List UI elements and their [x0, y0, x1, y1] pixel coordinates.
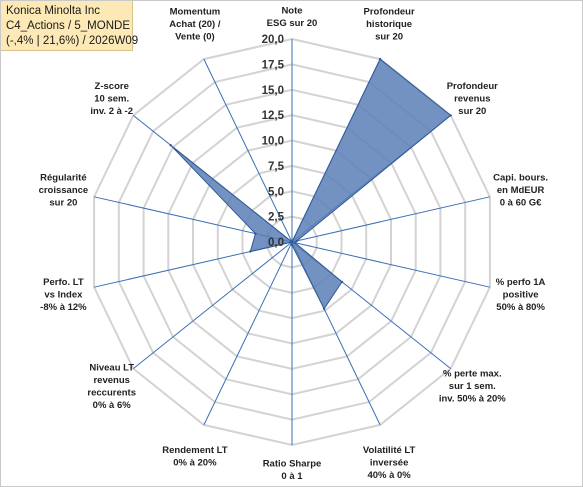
- axis-label: Profondeur revenus sur 20: [447, 81, 498, 117]
- axis-label-line: vs Index: [44, 289, 83, 300]
- axis-spoke: [132, 241, 293, 369]
- data-point: [449, 114, 452, 117]
- title-line-2: C4_Actions / 5_MONDE: [6, 20, 130, 32]
- series-area: [170, 58, 452, 310]
- axis-label-line: Régularité: [40, 173, 86, 184]
- axis-label-line: revenus: [93, 375, 129, 386]
- axis-label-line: inversée: [370, 458, 409, 469]
- axis-spoke: [291, 196, 491, 243]
- axis-label-line: 0% à 20%: [173, 458, 217, 469]
- axis-label-line: sur 1 sem.: [449, 381, 496, 392]
- axis-label: Momentum Achat (20) / Vente (0): [169, 7, 221, 43]
- axis-label-line: reccurents: [87, 387, 136, 398]
- axis-spoke: [203, 241, 293, 426]
- axis-spoke: [203, 58, 293, 243]
- axis-label: Régularité croissance sur 20: [39, 173, 89, 209]
- data-point: [340, 280, 344, 284]
- data-series: [169, 57, 452, 310]
- title-line-1: Konica Minolta Inc: [6, 5, 100, 17]
- axis-label-line: -8% à 12%: [40, 302, 87, 313]
- data-point: [249, 250, 252, 253]
- axis-label-line: Volatilité LT: [363, 445, 416, 456]
- axis-label-line: Profondeur: [363, 7, 414, 18]
- tick-label: 15,0: [262, 85, 284, 97]
- axis-label: Note ESG sur 20: [267, 6, 318, 30]
- tick-label: 5,0: [268, 186, 284, 198]
- axis-label-line: 10 sem.: [94, 94, 129, 105]
- data-point: [322, 307, 326, 310]
- data-point: [290, 243, 294, 247]
- axis-label: Rendement LT 0% à 20%: [162, 445, 227, 469]
- axis-label-line: en MdEUR: [497, 185, 545, 196]
- tick-label: 17,5: [262, 59, 285, 71]
- axis-label-line: % perfo 1A: [496, 277, 546, 288]
- tick-labels: 0,0 2,5 5,0 7,5 10,0 12,5 15,0 17,5 20,0: [262, 34, 285, 249]
- axis-label: Niveau LT revenus reccurents 0% à 6%: [87, 362, 136, 411]
- axis-label: Perfo. LT vs Index -8% à 12%: [40, 277, 87, 313]
- tick-label: 0,0: [268, 237, 284, 249]
- axis-label-line: Rendement LT: [162, 445, 227, 456]
- axis-label: % perte max. sur 1 sem. inv. 50% à 20%: [439, 369, 506, 405]
- axis-label-line: Momentum: [170, 7, 221, 18]
- chart-title-box: Konica Minolta Inc C4_Actions / 5_MONDE …: [1, 1, 139, 51]
- axis-label-line: Vente (0): [175, 32, 215, 43]
- tick-label: 7,5: [268, 161, 285, 173]
- axis-label-line: Capi. bours.: [493, 173, 548, 184]
- axis-label-line: 0 à 60 G€: [500, 198, 542, 209]
- axis-label-line: revenus: [454, 94, 490, 105]
- axis-label-line: % perte max.: [443, 369, 502, 380]
- tick-label: 2,5: [268, 212, 285, 224]
- axis-label: Profondeur historique sur 20: [363, 7, 414, 43]
- data-point: [295, 239, 299, 243]
- axis-spoke: [291, 241, 491, 288]
- data-point: [378, 57, 382, 61]
- axis-label-line: sur 20: [458, 106, 486, 117]
- axis-label: % perfo 1A positive 50% à 80%: [496, 277, 546, 313]
- axis-label-line: Ratio Sharpe: [263, 459, 322, 470]
- axis-label-line: inv. 2 à -2: [90, 106, 133, 117]
- data-point: [293, 241, 297, 244]
- axis-label-line: ESG sur 20: [267, 18, 318, 29]
- axis-label-line: inv. 50% à 20%: [439, 394, 506, 405]
- data-point: [254, 232, 257, 235]
- axis-label-line: Niveau LT: [89, 362, 134, 373]
- tick-label: 12,5: [262, 110, 285, 122]
- axis-label-line: historique: [366, 19, 412, 30]
- axis-label-line: Note: [281, 6, 302, 17]
- axis-label-line: Profondeur: [447, 81, 498, 92]
- axis-label-line: 50% à 80%: [496, 302, 545, 313]
- data-point: [290, 240, 294, 244]
- axis-label-line: 0 à 1: [281, 471, 303, 482]
- axis-label-line: sur 20: [49, 198, 77, 209]
- axis-label: Volatilité LT inversée 40% à 0%: [363, 445, 416, 481]
- axis-label-line: sur 20: [375, 32, 403, 43]
- axis-label-line: positive: [503, 289, 539, 300]
- title-line-3: (-,4% | 21,6%) / 2026W09: [6, 35, 139, 47]
- axis-label-line: Z-score: [95, 81, 129, 92]
- axis-label: Z-score 10 sem. inv. 2 à -2: [90, 81, 133, 117]
- axis-label-line: Achat (20) /: [169, 19, 221, 30]
- axis-label-line: Perfo. LT: [43, 277, 84, 288]
- axis-label-line: 0% à 6%: [93, 400, 132, 411]
- axis-label-line: 40% à 0%: [367, 470, 411, 481]
- axis-label: Ratio Sharpe 0 à 1: [263, 459, 322, 483]
- tick-label: 10,0: [262, 136, 284, 148]
- axis-label-line: croissance: [39, 185, 89, 196]
- tick-label: 20,0: [262, 34, 284, 46]
- data-point: [169, 144, 172, 147]
- axis-label: Capi. bours. en MdEUR 0 à 60 G€: [493, 173, 548, 209]
